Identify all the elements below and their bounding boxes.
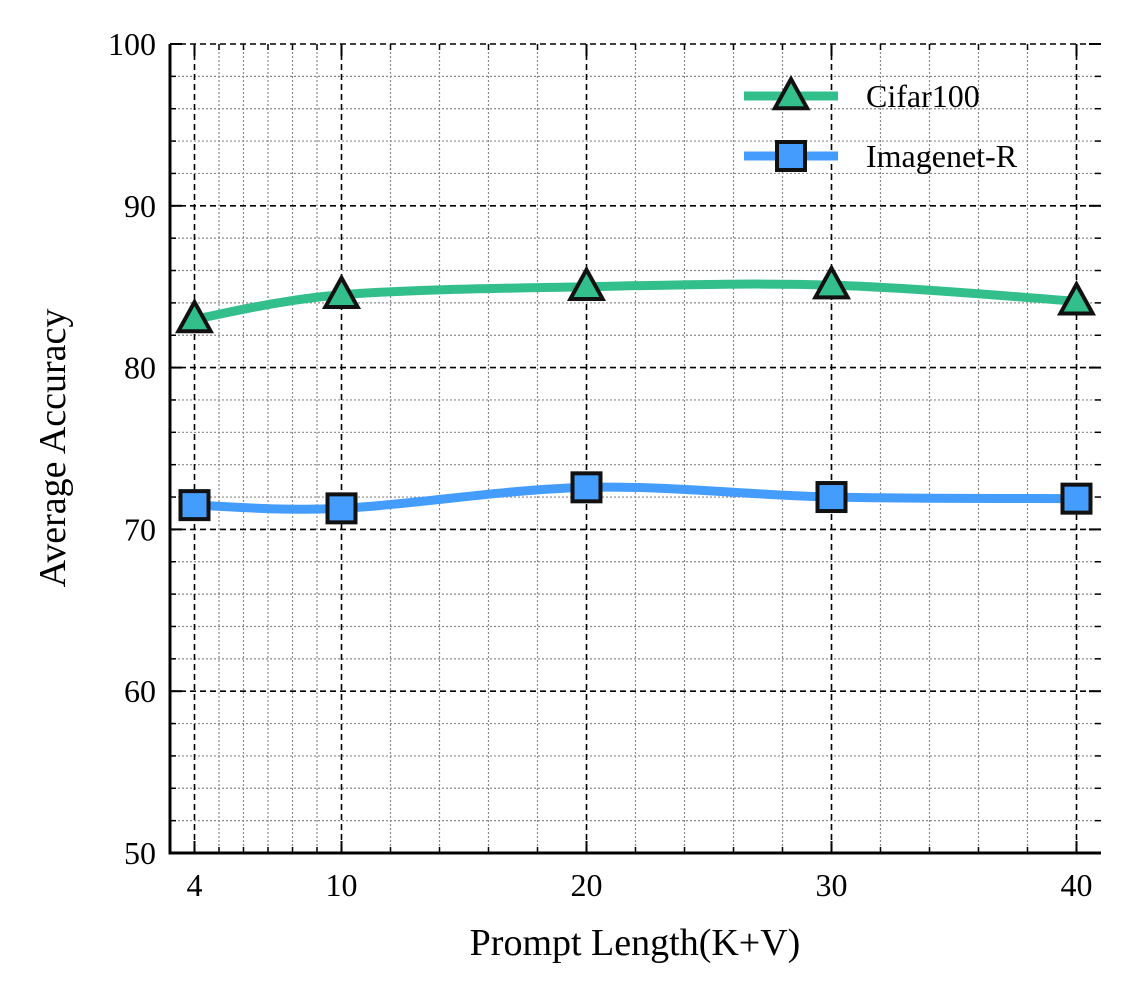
series-cifar100 xyxy=(174,263,1097,334)
y-tick-label: 100 xyxy=(108,26,156,62)
data-point-imagenet-r xyxy=(178,489,211,522)
x-tick-label: 40 xyxy=(1061,867,1093,903)
y-axis-title: Average Accuracy xyxy=(32,309,74,588)
legend-item-cifar100: Cifar100 xyxy=(744,74,980,114)
legend-item-imagenet-r: Imagenet-R xyxy=(744,138,1018,174)
y-tick-label: 70 xyxy=(124,511,156,547)
data-point-imagenet-r xyxy=(570,471,603,504)
legend-label-cifar100: Cifar100 xyxy=(866,78,980,114)
data-point-cifar100 xyxy=(811,263,852,300)
y-tick-label: 80 xyxy=(124,350,156,386)
data-point-cifar100 xyxy=(321,273,362,310)
legend-marker-imagenet-r xyxy=(775,140,807,172)
x-tick-label: 4 xyxy=(187,867,203,903)
series-imagenet-r xyxy=(178,471,1093,525)
data-point-imagenet-r xyxy=(815,481,848,514)
x-tick-label: 10 xyxy=(326,867,358,903)
x-tick-label: 20 xyxy=(571,867,603,903)
x-axis-title: Prompt Length(K+V) xyxy=(470,922,801,964)
y-tick-label: 60 xyxy=(124,673,156,709)
y-tick-label: 90 xyxy=(124,188,156,224)
minor-gridlines xyxy=(170,44,1101,853)
series-layer xyxy=(174,263,1097,525)
legend-marker-cifar100 xyxy=(771,74,811,111)
tick-labels: 4 10 20 30 40 50 60 70 80 90 100 xyxy=(108,26,1093,903)
data-point-imagenet-r xyxy=(325,492,358,525)
x-tick-label: 30 xyxy=(816,867,848,903)
y-tick-label: 50 xyxy=(124,835,156,871)
legend-label-imagenet-r: Imagenet-R xyxy=(866,138,1018,174)
legend: Cifar100 Imagenet-R xyxy=(744,74,1018,174)
data-point-cifar100 xyxy=(1056,280,1097,316)
tick-marks xyxy=(170,43,1101,854)
data-point-cifar100 xyxy=(174,297,215,334)
data-point-cifar100 xyxy=(566,265,607,301)
data-point-imagenet-r xyxy=(1060,482,1093,515)
